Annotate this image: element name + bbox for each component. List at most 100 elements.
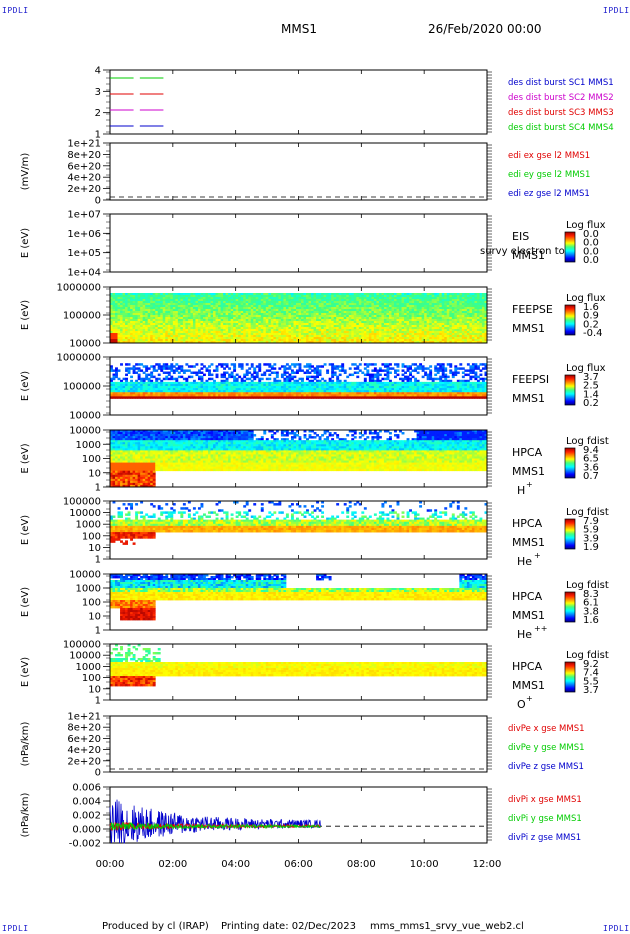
spectrogram-cell bbox=[235, 323, 239, 326]
spectrogram-cell bbox=[112, 297, 116, 300]
spectrogram-cell bbox=[110, 386, 113, 389]
spectrogram-cell bbox=[331, 293, 335, 296]
spectrogram-cell bbox=[411, 337, 415, 340]
spectrogram-cell bbox=[270, 323, 274, 326]
spectrogram-cell bbox=[110, 394, 113, 397]
spectrogram-cell bbox=[293, 335, 297, 338]
spectrogram-cell bbox=[343, 321, 347, 324]
spectrogram-cell bbox=[471, 333, 475, 336]
spectrogram-cell bbox=[245, 363, 249, 366]
spectrogram-cell bbox=[213, 388, 216, 391]
spectrogram-cell bbox=[436, 323, 440, 326]
spectrogram-cell bbox=[419, 319, 423, 322]
spectrogram-cell bbox=[157, 309, 161, 312]
spectrogram-cell bbox=[190, 323, 194, 326]
spectrogram-cell bbox=[476, 335, 480, 338]
spectrogram-cell bbox=[265, 341, 269, 344]
spectrogram-cell bbox=[288, 313, 292, 316]
spectrogram-cell bbox=[195, 311, 199, 314]
spectrogram-cell bbox=[228, 299, 232, 302]
spectrogram-cell bbox=[265, 392, 269, 395]
spectrogram-cell bbox=[132, 323, 136, 326]
spectrogram-cell bbox=[471, 303, 475, 306]
spectrogram-cell bbox=[132, 392, 136, 395]
spectrogram-cell bbox=[484, 309, 488, 312]
spectrogram-cell bbox=[318, 313, 322, 316]
spectrogram-cell bbox=[230, 396, 234, 399]
spectrogram-cell bbox=[120, 333, 123, 336]
spectrogram-cell bbox=[215, 383, 219, 387]
spectrogram-cell bbox=[208, 299, 211, 302]
spectrogram-cell bbox=[396, 303, 400, 306]
spectrogram-cell bbox=[383, 327, 387, 330]
spectrogram-cell bbox=[190, 339, 194, 342]
spectrogram-cell bbox=[431, 331, 435, 334]
spectrogram-cell bbox=[303, 307, 307, 310]
spectrogram-cell bbox=[303, 311, 307, 314]
spectrogram-cell bbox=[308, 313, 312, 316]
spectrogram-cell bbox=[175, 386, 179, 389]
spectrogram-cell bbox=[185, 299, 189, 302]
spectrogram-cell bbox=[240, 323, 244, 326]
spectrogram-cell bbox=[253, 325, 257, 328]
spectrogram-cell bbox=[160, 335, 164, 338]
spectrogram-cell bbox=[200, 392, 204, 395]
spectrogram-cell bbox=[409, 339, 412, 342]
spectrogram-cell bbox=[215, 390, 219, 393]
spectrogram-cell bbox=[293, 392, 297, 395]
spectrogram-cell bbox=[117, 321, 121, 324]
spectrogram-cell bbox=[157, 299, 161, 302]
spectrogram-cell bbox=[270, 325, 274, 328]
spectrogram-cell bbox=[373, 311, 377, 314]
spectrogram-cell bbox=[283, 303, 287, 306]
spectrogram-cell bbox=[182, 319, 186, 322]
spectrogram-cell bbox=[195, 371, 199, 374]
spectrogram-cell bbox=[429, 333, 433, 336]
spectrogram-cell bbox=[295, 327, 299, 330]
spectrogram-cell bbox=[454, 341, 458, 344]
spectrogram-cell bbox=[358, 293, 362, 296]
spectrogram-cell bbox=[177, 315, 181, 318]
spectrogram-cell bbox=[225, 329, 229, 332]
spectrogram-cell bbox=[187, 383, 191, 387]
spectrogram-cell bbox=[135, 339, 139, 342]
spectrogram-cell bbox=[356, 337, 360, 340]
spectrogram-cell bbox=[426, 307, 430, 310]
spectrogram-cell bbox=[177, 319, 181, 322]
spectrogram-cell bbox=[112, 339, 116, 342]
spectrogram-cell bbox=[170, 311, 174, 314]
spectrogram-cell bbox=[155, 377, 159, 381]
spectrogram-cell bbox=[479, 299, 483, 302]
spectrogram-cell bbox=[283, 386, 287, 389]
spectrogram-cell bbox=[152, 301, 156, 304]
spectrogram-cell bbox=[187, 321, 191, 324]
spectrogram-cell bbox=[260, 311, 264, 314]
spectrogram-cell bbox=[230, 329, 234, 332]
spectrogram-cell bbox=[147, 388, 151, 391]
spectrogram-cell bbox=[416, 339, 420, 342]
spectrogram-cell bbox=[285, 309, 289, 312]
spectrogram-cell bbox=[160, 303, 164, 306]
spectrogram-cell bbox=[255, 315, 259, 318]
spectrogram-cell bbox=[225, 371, 229, 374]
spectrogram-cell bbox=[192, 331, 196, 334]
spectrogram-cell bbox=[386, 297, 390, 300]
spectrogram-cell bbox=[177, 339, 181, 342]
spectrogram-cell bbox=[343, 315, 347, 318]
spectrogram-cell bbox=[331, 333, 335, 336]
spectrogram-cell bbox=[255, 325, 259, 328]
spectrogram-cell bbox=[122, 386, 126, 389]
spectrogram-cell bbox=[454, 323, 458, 326]
spectrogram-cell bbox=[401, 327, 405, 330]
spectrogram-cell bbox=[152, 293, 156, 296]
spectrogram-cell bbox=[268, 299, 272, 302]
spectrogram-cell bbox=[182, 377, 186, 381]
spectrogram-cell bbox=[290, 329, 294, 332]
spectrogram-cell bbox=[220, 383, 224, 387]
spectrogram-cell bbox=[253, 392, 257, 395]
spectrogram-cell bbox=[394, 315, 397, 318]
spectrogram-cell bbox=[230, 383, 234, 387]
spectrogram-cell bbox=[323, 323, 327, 326]
spectrogram-cell bbox=[235, 325, 239, 328]
